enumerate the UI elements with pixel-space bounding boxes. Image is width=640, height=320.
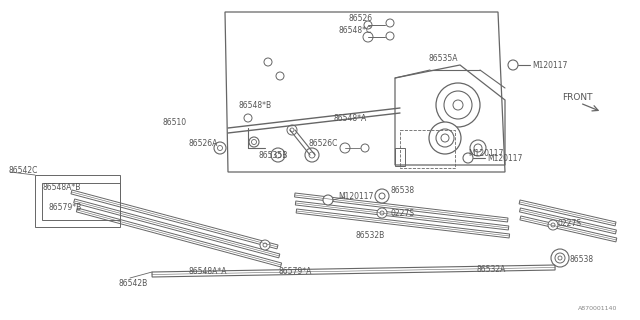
Circle shape xyxy=(323,195,333,205)
Text: 86548*C: 86548*C xyxy=(338,26,371,35)
Bar xyxy=(42,183,120,220)
Bar xyxy=(400,130,455,168)
Circle shape xyxy=(508,60,518,70)
Circle shape xyxy=(271,148,285,162)
Circle shape xyxy=(551,223,555,227)
Text: 86535B: 86535B xyxy=(258,150,287,159)
Text: 86548*B: 86548*B xyxy=(238,100,271,109)
Text: 86510: 86510 xyxy=(162,117,186,126)
Circle shape xyxy=(361,144,369,152)
Circle shape xyxy=(244,114,252,122)
Text: 86548A*A: 86548A*A xyxy=(188,267,227,276)
Circle shape xyxy=(287,125,297,135)
Circle shape xyxy=(470,140,486,156)
Text: 86532A: 86532A xyxy=(476,265,506,274)
Circle shape xyxy=(263,243,267,247)
Circle shape xyxy=(309,152,315,158)
Circle shape xyxy=(340,143,350,153)
Circle shape xyxy=(548,220,558,230)
Circle shape xyxy=(305,148,319,162)
Circle shape xyxy=(551,249,569,267)
Text: A870001140: A870001140 xyxy=(578,307,618,311)
Circle shape xyxy=(558,256,562,260)
Circle shape xyxy=(249,137,259,147)
Circle shape xyxy=(453,100,463,110)
Text: 86542B: 86542B xyxy=(118,278,147,287)
Circle shape xyxy=(260,240,270,250)
Text: 86526: 86526 xyxy=(348,13,372,22)
Circle shape xyxy=(474,144,482,152)
Text: M120117: M120117 xyxy=(338,191,373,201)
Bar xyxy=(35,175,120,227)
Text: M120117: M120117 xyxy=(487,154,522,163)
Circle shape xyxy=(264,58,272,66)
Circle shape xyxy=(218,146,223,150)
Circle shape xyxy=(444,91,472,119)
Text: 0227S: 0227S xyxy=(557,219,581,228)
Circle shape xyxy=(555,253,565,263)
Bar xyxy=(395,148,405,166)
Circle shape xyxy=(290,128,294,132)
Circle shape xyxy=(441,134,449,142)
Text: 86526C: 86526C xyxy=(308,139,337,148)
Circle shape xyxy=(429,122,461,154)
Circle shape xyxy=(276,72,284,80)
Circle shape xyxy=(363,32,373,42)
Text: FRONT: FRONT xyxy=(562,92,593,101)
Circle shape xyxy=(386,19,394,27)
Text: 0227S: 0227S xyxy=(390,209,414,218)
Circle shape xyxy=(252,140,257,145)
Circle shape xyxy=(379,193,385,199)
Circle shape xyxy=(214,142,226,154)
Text: M120117: M120117 xyxy=(468,148,504,157)
Circle shape xyxy=(436,83,480,127)
Circle shape xyxy=(380,211,384,215)
Text: 86535A: 86535A xyxy=(428,53,458,62)
Text: 86542C: 86542C xyxy=(8,165,37,174)
Circle shape xyxy=(275,152,281,158)
Text: 86548A*B: 86548A*B xyxy=(42,182,81,191)
Text: 86526A: 86526A xyxy=(188,139,218,148)
Circle shape xyxy=(463,153,473,163)
Circle shape xyxy=(436,129,454,147)
Text: 86579*A: 86579*A xyxy=(278,267,312,276)
Text: 86532B: 86532B xyxy=(355,230,384,239)
Text: M120117: M120117 xyxy=(532,60,568,69)
Circle shape xyxy=(364,21,372,29)
Text: 86548*A: 86548*A xyxy=(333,114,366,123)
Text: 86579*B: 86579*B xyxy=(48,203,81,212)
Text: 86538: 86538 xyxy=(570,255,594,265)
Circle shape xyxy=(375,189,389,203)
Circle shape xyxy=(377,208,387,218)
Text: 86538: 86538 xyxy=(390,186,414,195)
Circle shape xyxy=(386,32,394,40)
